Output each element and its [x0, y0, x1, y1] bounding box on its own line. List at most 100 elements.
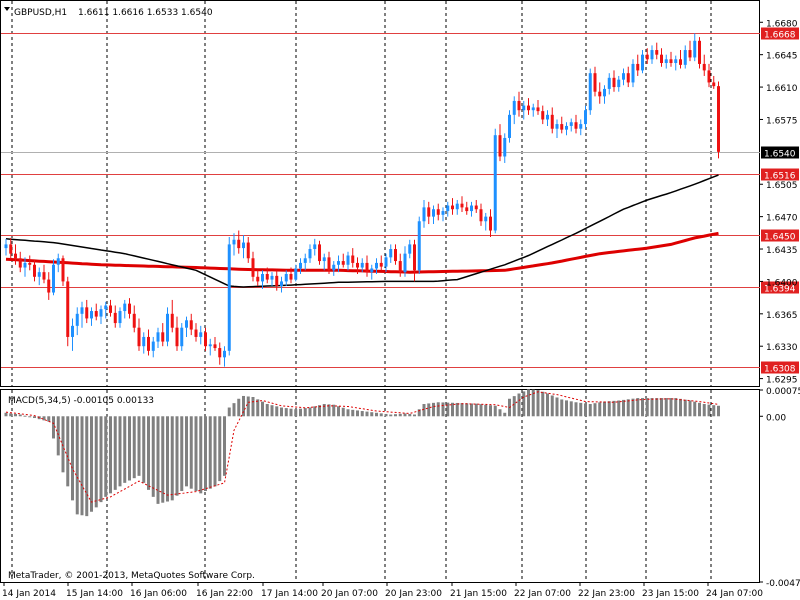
candle	[427, 201, 431, 225]
candle	[85, 299, 89, 324]
macd-bar	[631, 398, 635, 417]
candle-body	[194, 329, 198, 337]
candle	[536, 100, 540, 115]
candle-body	[489, 216, 492, 231]
macd-bar	[132, 416, 136, 479]
candle	[356, 257, 359, 275]
macd-bar	[318, 405, 321, 417]
candle	[189, 313, 193, 336]
candle-body	[417, 221, 421, 271]
macd-bar	[522, 391, 526, 417]
macd-bar	[227, 407, 231, 417]
candle-body	[251, 258, 255, 277]
macd-bar	[541, 391, 545, 417]
candle	[398, 253, 402, 277]
macd-bar	[503, 412, 507, 417]
candle	[669, 51, 673, 67]
macd-bar	[660, 398, 663, 417]
macd-bar	[422, 404, 426, 417]
macd-bar	[389, 414, 393, 417]
macd-bar	[574, 402, 578, 417]
macd-bar	[598, 402, 602, 417]
candle	[90, 307, 93, 326]
macd-bar	[113, 416, 117, 490]
macd-bar	[337, 406, 340, 417]
candle	[71, 318, 74, 351]
macd-bar	[489, 405, 492, 417]
level-price-label-bg	[761, 168, 799, 181]
candle-body	[365, 262, 369, 273]
candle	[47, 272, 51, 300]
level-price-label-bg	[761, 229, 799, 242]
candle	[693, 33, 697, 62]
candle-body	[351, 255, 355, 263]
macd-bar	[365, 411, 369, 417]
candle-body	[636, 63, 640, 71]
macd-bar	[208, 416, 212, 489]
macd-bar	[603, 401, 606, 417]
macd-bar	[679, 398, 682, 417]
macd-bar	[460, 403, 464, 417]
candle	[379, 255, 383, 271]
macd-bar	[441, 402, 445, 417]
price-tick-label: 1.6505	[766, 181, 798, 191]
macd-bar	[204, 416, 207, 492]
candle-body	[427, 207, 431, 217]
candle	[332, 261, 336, 276]
candle	[218, 342, 222, 365]
macd-bar	[550, 395, 554, 417]
candle-body	[384, 257, 388, 267]
candle	[717, 81, 720, 159]
candle	[128, 298, 131, 319]
macd-bar	[194, 416, 198, 492]
candle	[185, 316, 188, 337]
candle	[52, 259, 55, 296]
candle-body	[413, 244, 416, 271]
candle-body	[479, 209, 483, 222]
candle	[137, 318, 141, 351]
macd-bar	[384, 413, 388, 417]
candle-body	[237, 239, 241, 249]
candle-body	[555, 124, 559, 129]
candles	[4, 33, 720, 367]
macd-bar	[698, 402, 701, 417]
candle-body	[14, 253, 17, 259]
candle	[484, 212, 488, 231]
candle-body	[550, 114, 554, 129]
macd-bar	[379, 413, 383, 417]
candle-body	[42, 272, 46, 280]
price-tick-label: 1.6295	[766, 376, 798, 386]
candle	[275, 270, 279, 291]
candle	[446, 201, 450, 217]
candle	[194, 323, 198, 342]
candle-body	[94, 311, 98, 317]
horizontal-levels[interactable]: 1.6668 1.6516 1.6450 1.6394 1.6308 1.6540	[1, 27, 799, 375]
candle-body	[303, 258, 307, 263]
candle-body	[394, 249, 397, 262]
candle-body	[318, 244, 321, 262]
candle	[422, 199, 426, 228]
candle	[180, 323, 184, 351]
macd-bar	[607, 401, 611, 417]
candle	[261, 270, 264, 289]
macd-bar	[356, 410, 359, 417]
candle-body	[645, 54, 649, 60]
candle	[512, 96, 516, 125]
candle-body	[151, 341, 155, 351]
macd-bar	[584, 403, 587, 417]
candle-body	[218, 348, 222, 358]
candle-body	[422, 207, 426, 222]
macd-bar	[166, 416, 169, 502]
candle-body	[441, 211, 445, 215]
macd-bar	[432, 402, 435, 417]
candle	[622, 68, 625, 86]
candle-body	[360, 262, 364, 268]
candle-body	[332, 264, 336, 271]
macd-bar	[351, 409, 355, 417]
candle	[408, 239, 412, 259]
macd-bar	[151, 416, 155, 497]
symbol-dropdown-icon[interactable]	[4, 7, 10, 11]
candle-body	[446, 205, 450, 212]
